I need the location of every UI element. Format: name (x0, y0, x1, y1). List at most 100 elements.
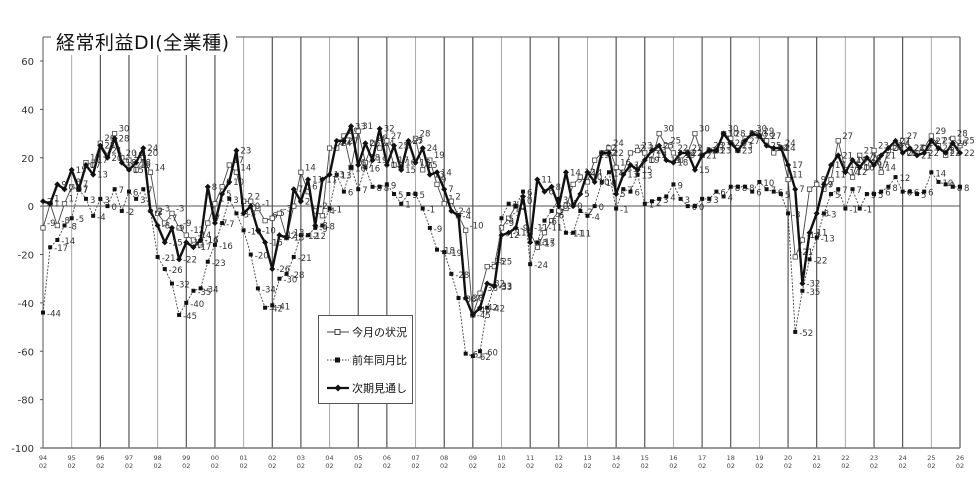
data-label: 25 (398, 142, 409, 152)
data-point (520, 189, 525, 194)
data-point (592, 157, 598, 163)
data-point (907, 189, 912, 194)
data-label: -9 (520, 224, 528, 234)
data-point (298, 169, 304, 175)
data-point (255, 286, 260, 291)
data-label: -10 (470, 221, 484, 231)
x-tick-year: 04 (325, 454, 333, 462)
data-label: 3 (563, 196, 568, 206)
data-label: -9 (319, 225, 327, 235)
x-tick-sub: 02 (555, 462, 563, 470)
data-label: -12 (506, 231, 520, 241)
data-label: 27 (900, 137, 911, 147)
data-point (162, 267, 167, 272)
data-point (290, 186, 297, 193)
data-label: 28 (119, 134, 130, 144)
data-label: -22 (814, 256, 828, 266)
data-point (864, 164, 870, 171)
y-tick-label: -20 (18, 251, 34, 262)
data-point (91, 213, 96, 218)
data-point (842, 169, 849, 176)
data-label: 5 (835, 191, 840, 201)
x-tick-year: 22 (841, 454, 849, 462)
data-point (363, 165, 368, 170)
data-label: 15 (642, 166, 653, 176)
data-label: -23 (212, 259, 226, 269)
data-label: 22 (692, 144, 703, 154)
data-label: -22 (183, 255, 197, 265)
data-label: -3 (248, 209, 256, 219)
data-label: 11 (541, 176, 552, 186)
data-label: 23 (642, 141, 653, 151)
data-point (427, 157, 433, 163)
x-tick-sub: 02 (68, 462, 76, 470)
data-label: 25 (663, 142, 674, 152)
data-point (484, 263, 490, 270)
data-point (90, 171, 97, 178)
data-label: -7 (226, 220, 234, 230)
x-tick-sub: 02 (239, 462, 247, 470)
data-point (141, 187, 146, 192)
data-label: 22 (677, 144, 688, 154)
data-label: -15 (534, 238, 548, 248)
data-label: 17 (97, 156, 108, 166)
data-point (176, 256, 183, 263)
data-label: 7 (448, 185, 453, 195)
data-label: 15 (133, 166, 144, 176)
data-label: -52 (799, 329, 813, 339)
data-label: 17 (391, 161, 402, 171)
data-point (949, 140, 956, 147)
legend-label: 今月の状況 (352, 326, 407, 339)
data-point (105, 204, 110, 209)
data-point (362, 140, 369, 147)
data-label: 8 (76, 178, 81, 188)
data-label: 25 (943, 137, 954, 147)
data-label: 16 (355, 164, 366, 174)
data-point (477, 290, 483, 296)
x-tick-sub: 02 (182, 462, 190, 470)
data-point (478, 349, 483, 354)
legend: 今月の状況 前年同月比 次期見通し (318, 315, 413, 404)
data-label: 13 (627, 171, 638, 181)
data-label: -12 (312, 232, 326, 242)
x-tick-sub: 02 (755, 462, 763, 470)
data-label: 7 (842, 186, 847, 196)
data-point (376, 125, 383, 132)
data-point (734, 147, 741, 154)
data-point (263, 305, 268, 310)
data-label: 2 (305, 197, 310, 207)
data-label: 0 (699, 203, 704, 213)
data-point (212, 242, 217, 247)
data-point (277, 276, 282, 281)
data-point (591, 178, 598, 185)
data-point (570, 181, 576, 187)
data-point (663, 157, 670, 164)
data-label: 1 (68, 195, 73, 205)
data-point (879, 189, 884, 194)
data-label: 8 (749, 184, 754, 194)
data-label: 30 (728, 125, 739, 135)
x-tick-sub: 02 (698, 462, 706, 470)
data-point (61, 201, 68, 207)
chart-title: 経常利益DI(全業種) (52, 28, 234, 55)
data-label: 6 (133, 189, 138, 199)
data-label: 7 (83, 180, 88, 190)
data-label: 22 (907, 149, 918, 159)
data-point (147, 207, 154, 214)
data-label: -12 (283, 231, 297, 241)
data-label: -61 (470, 351, 484, 361)
x-tick-year: 94 (39, 454, 47, 462)
data-point (664, 194, 669, 199)
data-point (621, 187, 626, 192)
data-point (692, 204, 697, 209)
data-point (684, 149, 691, 156)
data-point (871, 162, 878, 169)
data-point (542, 218, 547, 223)
data-point (642, 150, 648, 156)
data-label: 11 (326, 176, 337, 186)
data-label: 3 (713, 196, 718, 206)
data-label: 17 (878, 161, 889, 171)
data-label: -34 (205, 285, 219, 295)
data-label: -3 (828, 210, 836, 220)
vertical-gridlines (71, 37, 961, 448)
